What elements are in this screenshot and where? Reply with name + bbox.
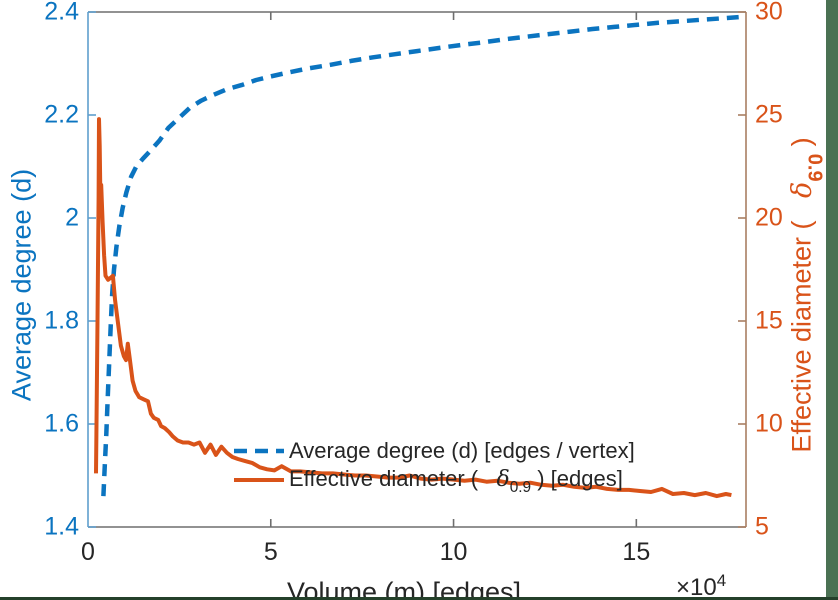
left-y-axis-label-text: Average degree (d) — [6, 168, 37, 402]
x-tick-label: 10 — [439, 538, 468, 566]
left-y-tick-label: 1.8 — [44, 306, 79, 335]
right-y-tick-label: 15 — [755, 306, 783, 335]
right-y-tick-label: 10 — [755, 409, 783, 438]
right-y-tick-label: 25 — [755, 100, 783, 129]
delta-subscript: 0.9 — [803, 153, 826, 182]
x-tick-label: 0 — [81, 538, 95, 566]
right-y-axis-label-post: ) — [786, 137, 817, 154]
right-y-axis-label-pre: Effective diameter ( — [786, 197, 817, 453]
legend-label-average-degree: Average degree (d) [edges / vertex] — [289, 438, 635, 463]
right-y-tick-label: 5 — [755, 512, 769, 541]
bottom-edge-strip — [0, 597, 838, 600]
left-y-tick-label: 1.6 — [44, 409, 79, 438]
left-y-tick-label: 2.2 — [44, 100, 79, 129]
x-tick-label: 5 — [263, 538, 278, 566]
exponent-power: 4 — [716, 571, 727, 590]
legend-label-diameter-pre: Effective diameter ( — [289, 466, 497, 491]
left-y-tick-label: 2.4 — [44, 0, 79, 26]
curve-effective-diameter — [94, 117, 732, 499]
legend-delta-symbol: δ — [496, 467, 510, 492]
legend-delta-subscript: 0.9 — [509, 478, 532, 496]
right-edge-green-strip — [826, 0, 838, 600]
exponent-base: ×10 — [676, 574, 717, 600]
left-y-tick-label: 2 — [65, 203, 79, 232]
x-axis-exponent: ×104 — [676, 571, 726, 600]
curve-average-degree — [101, 14, 739, 497]
right-y-tick-label: 20 — [755, 203, 783, 232]
x-axis-label: Volume (m) [edges] — [287, 577, 521, 600]
left-y-axis-label: Average degree (d) — [7, 169, 38, 401]
right-y-tick-label: 30 — [755, 0, 783, 26]
left-y-tick-label: 1.4 — [44, 512, 79, 541]
delta-symbol: δ — [786, 181, 818, 198]
legend-entry-effective-diameter: Effective diameter ( δ0.9 ) [edges] — [289, 466, 623, 496]
x-tick-label: 15 — [622, 538, 651, 566]
right-y-axis-label: Effective diameter ( δ0.9 ) — [787, 137, 826, 452]
x-axis-label-text: Volume (m) [edges] — [286, 577, 522, 600]
legend-entry-average-degree: Average degree (d) [edges / vertex] — [289, 440, 635, 462]
legend-label-diameter-post: ) [edges] — [531, 466, 623, 491]
